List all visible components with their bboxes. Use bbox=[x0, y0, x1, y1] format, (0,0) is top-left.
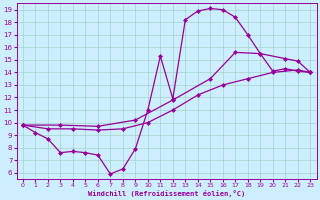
X-axis label: Windchill (Refroidissement éolien,°C): Windchill (Refroidissement éolien,°C) bbox=[88, 190, 245, 197]
